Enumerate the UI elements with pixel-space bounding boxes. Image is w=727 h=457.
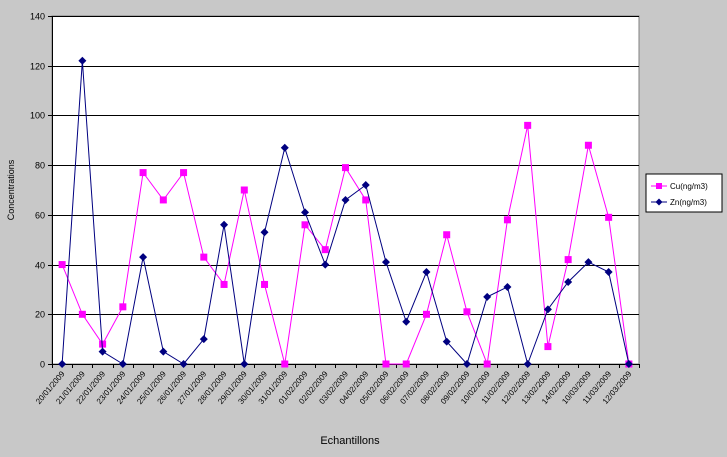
data-point-cu bbox=[220, 280, 228, 288]
data-point-cu bbox=[402, 360, 410, 368]
data-point-zn bbox=[78, 56, 87, 65]
data-point-zn bbox=[584, 258, 593, 267]
axes bbox=[48, 16, 640, 368]
data-point-zn bbox=[260, 228, 269, 237]
data-point-zn bbox=[220, 220, 229, 229]
y-axis-title: Concentrations bbox=[6, 159, 16, 220]
data-point-cu bbox=[139, 169, 147, 177]
data-point-cu bbox=[119, 303, 127, 311]
data-point-cu bbox=[503, 216, 511, 224]
data-point-zn bbox=[604, 268, 613, 277]
legend-label: Cu(ng/m3) bbox=[670, 182, 708, 191]
data-point-zn bbox=[118, 360, 127, 368]
data-point-zn bbox=[341, 195, 350, 204]
data-point-cu bbox=[584, 141, 592, 149]
data-point-cu bbox=[159, 196, 167, 204]
data-point-cu bbox=[443, 231, 451, 239]
y-tick-label: 20 bbox=[35, 310, 45, 320]
legend-label: Zn(ng/m3) bbox=[670, 198, 707, 207]
legend: Cu(ng/m3) Zn(ng/m3) bbox=[645, 173, 723, 213]
data-point-zn bbox=[321, 260, 330, 269]
data-point-cu bbox=[180, 169, 188, 177]
data-point-zn bbox=[159, 347, 168, 356]
data-point-zn bbox=[98, 347, 107, 356]
data-point-cu bbox=[422, 310, 430, 318]
data-point-cu bbox=[321, 246, 329, 254]
data-point-cu bbox=[240, 186, 248, 194]
y-tick-label: 80 bbox=[35, 161, 45, 171]
plot-area-group bbox=[51, 15, 640, 365]
data-point-zn bbox=[402, 317, 411, 326]
data-point-cu bbox=[342, 164, 349, 172]
data-point-cu bbox=[362, 196, 370, 204]
data-point-cu bbox=[524, 121, 532, 129]
legend-marker-square bbox=[656, 183, 662, 189]
data-point-zn bbox=[483, 292, 492, 301]
data-point-zn bbox=[624, 360, 633, 368]
legend-marker-diamond bbox=[655, 198, 663, 206]
y-tick-label: 0 bbox=[40, 360, 45, 370]
data-point-zn bbox=[422, 268, 431, 277]
data-point-cu bbox=[301, 221, 309, 229]
data-point-cu bbox=[605, 213, 613, 221]
data-point-zn bbox=[543, 305, 552, 314]
data-point-zn bbox=[503, 282, 512, 291]
data-point-zn bbox=[381, 258, 390, 267]
x-axis-title: Echantillons bbox=[320, 435, 380, 447]
data-point-cu bbox=[99, 340, 107, 348]
data-point-zn bbox=[199, 335, 208, 344]
data-point-zn bbox=[280, 143, 289, 152]
data-point-zn bbox=[58, 360, 67, 368]
data-point-zn bbox=[361, 181, 370, 190]
data-point-zn bbox=[523, 360, 532, 368]
data-point-zn bbox=[442, 337, 451, 346]
data-point-cu bbox=[281, 360, 289, 368]
data-point-zn bbox=[462, 360, 471, 368]
plot-area bbox=[51, 15, 640, 365]
data-point-zn bbox=[564, 277, 573, 286]
data-point-cu bbox=[564, 256, 572, 264]
data-point-cu bbox=[483, 360, 491, 368]
data-point-zn bbox=[301, 208, 310, 217]
data-point-cu bbox=[382, 360, 390, 368]
data-point-cu bbox=[200, 253, 208, 261]
y-tick-label: 140 bbox=[30, 12, 45, 22]
data-point-cu bbox=[78, 310, 86, 318]
data-point-zn bbox=[240, 360, 249, 368]
data-point-zn bbox=[179, 360, 188, 368]
data-point-cu bbox=[463, 308, 471, 316]
y-tick-label: 120 bbox=[30, 62, 45, 72]
data-point-cu bbox=[58, 261, 66, 269]
y-tick-label: 60 bbox=[35, 211, 45, 221]
y-tick-label: 100 bbox=[30, 111, 45, 121]
legend-box bbox=[645, 173, 723, 213]
data-point-cu bbox=[544, 343, 552, 351]
data-point-cu bbox=[261, 280, 269, 288]
y-tick-label: 40 bbox=[35, 261, 45, 271]
data-point-zn bbox=[139, 253, 148, 262]
gridlines bbox=[52, 16, 639, 315]
series-group bbox=[58, 56, 633, 368]
